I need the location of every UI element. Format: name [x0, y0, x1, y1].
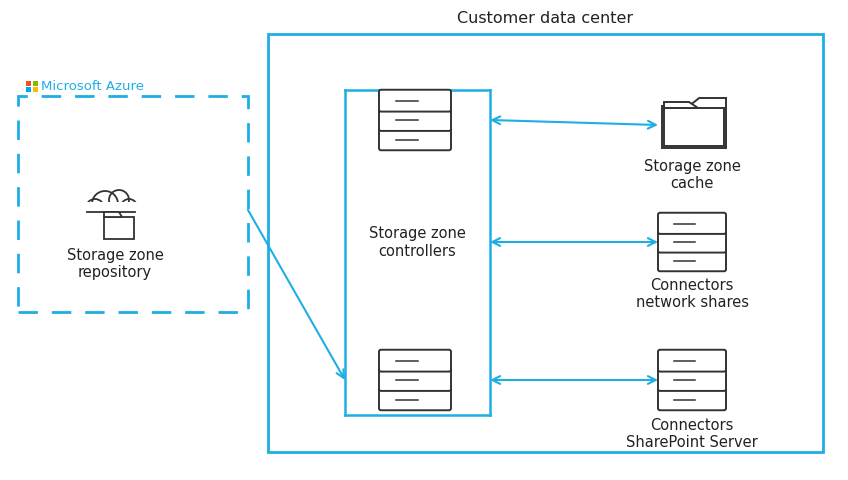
FancyBboxPatch shape	[379, 350, 451, 372]
FancyBboxPatch shape	[379, 129, 451, 150]
Bar	[268, 34, 823, 452]
Text: Customer data center: Customer data center	[457, 11, 633, 26]
Polygon shape	[104, 212, 122, 217]
FancyBboxPatch shape	[658, 213, 726, 234]
FancyBboxPatch shape	[658, 369, 726, 391]
FancyBboxPatch shape	[379, 369, 451, 391]
Text: Connectors
SharePoint Server: Connectors SharePoint Server	[626, 418, 758, 450]
FancyBboxPatch shape	[658, 250, 726, 271]
FancyBboxPatch shape	[379, 109, 451, 131]
FancyBboxPatch shape	[104, 217, 134, 239]
Bar	[26, 87, 31, 92]
FancyBboxPatch shape	[379, 388, 451, 410]
Text: Storage zone
controllers: Storage zone controllers	[369, 226, 466, 259]
Circle shape	[121, 199, 137, 215]
FancyBboxPatch shape	[658, 350, 726, 372]
Bar	[33, 87, 38, 92]
FancyBboxPatch shape	[658, 231, 726, 252]
Text: Storage zone
repository: Storage zone repository	[66, 248, 164, 280]
Polygon shape	[662, 98, 726, 148]
Text: Microsoft Azure: Microsoft Azure	[41, 80, 144, 93]
Bar	[33, 81, 38, 86]
Circle shape	[86, 199, 104, 217]
Text: Storage zone
cache: Storage zone cache	[644, 159, 740, 192]
Bar	[26, 81, 31, 86]
Polygon shape	[664, 102, 698, 108]
Bar	[18, 96, 248, 312]
FancyBboxPatch shape	[379, 90, 451, 111]
Polygon shape	[664, 108, 724, 146]
Circle shape	[109, 190, 129, 210]
FancyBboxPatch shape	[658, 388, 726, 410]
Bar	[85, 202, 145, 218]
Circle shape	[92, 191, 118, 217]
Text: Connectors
network shares: Connectors network shares	[635, 278, 749, 311]
